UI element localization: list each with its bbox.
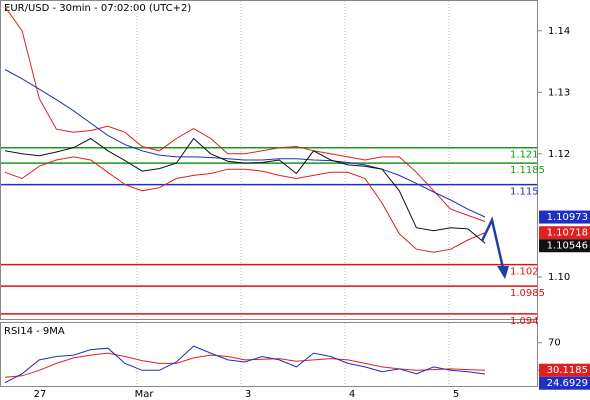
price-tag-label: 1.10718 bbox=[547, 228, 588, 239]
price-tag-label: 1.10973 bbox=[547, 212, 588, 223]
y-tick-label: 70 bbox=[548, 338, 561, 349]
level-label: 1.1185 bbox=[510, 165, 545, 176]
price-tag bbox=[539, 376, 590, 390]
series-line bbox=[4, 345, 486, 384]
x-tick-label: 3 bbox=[245, 389, 251, 400]
x-tick-label: 27 bbox=[34, 389, 47, 400]
forecast-arrow bbox=[480, 216, 509, 279]
series-line bbox=[4, 352, 486, 378]
series-line bbox=[4, 6, 486, 222]
series-line bbox=[4, 69, 486, 218]
level-label: 1.0985 bbox=[510, 288, 545, 299]
price-tag bbox=[539, 210, 590, 224]
y-tick-label: 1.12 bbox=[548, 149, 570, 160]
x-tick-label: 5 bbox=[453, 389, 459, 400]
y-tick-label: 1.14 bbox=[548, 26, 570, 37]
level-label: 1.121 bbox=[510, 150, 539, 161]
series-line bbox=[4, 156, 486, 253]
series-line bbox=[4, 137, 486, 244]
price-tag-label: 30.1185 bbox=[547, 365, 588, 376]
price-tag-label: 24.6929 bbox=[547, 378, 588, 389]
price-tag bbox=[539, 226, 590, 240]
rsi-panel bbox=[0, 322, 538, 387]
level-label: 1.102 bbox=[510, 267, 539, 278]
x-tick-label: 4 bbox=[349, 389, 355, 400]
rsi-title: RSI14 - 9MA bbox=[4, 326, 65, 337]
price-tag bbox=[539, 363, 590, 377]
y-tick-label: 1.10 bbox=[548, 272, 570, 283]
price-tag bbox=[539, 239, 590, 253]
chart-title: EUR/USD - 30min - 07:02:00 (UTC+2) bbox=[4, 3, 191, 14]
y-tick-label: 1.13 bbox=[548, 87, 570, 98]
price-tag-label: 1.10546 bbox=[547, 241, 588, 252]
level-label: 1.115 bbox=[510, 187, 539, 198]
level-label: 1.094 bbox=[510, 316, 539, 327]
x-tick-label: Mar bbox=[135, 389, 155, 400]
